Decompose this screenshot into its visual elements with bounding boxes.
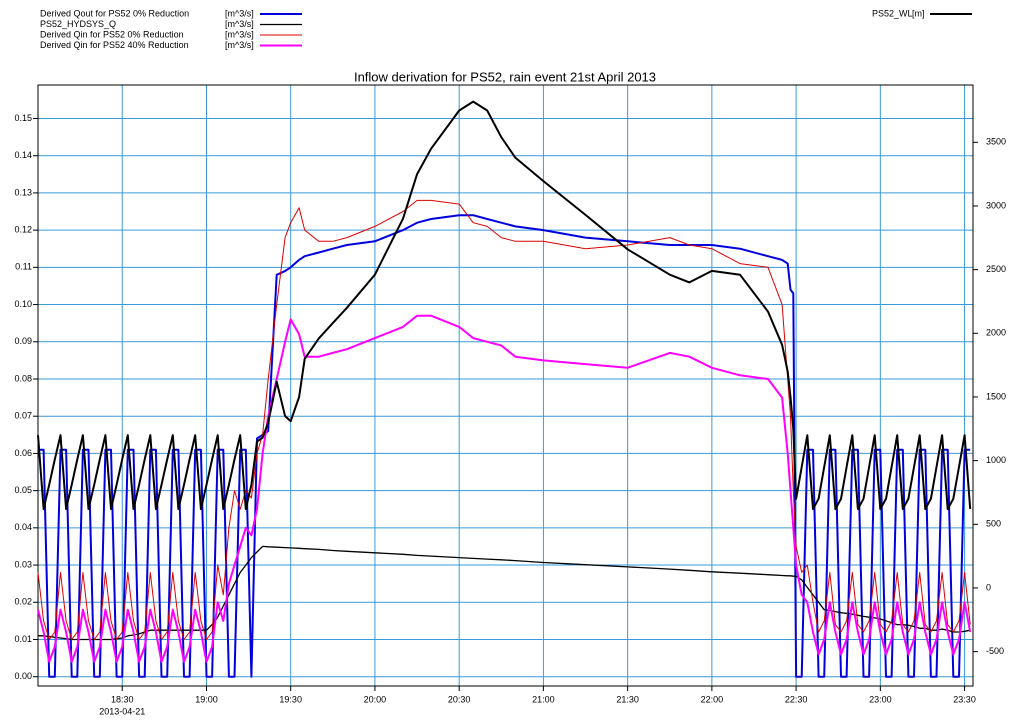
y-tick-label: 0.10: [14, 299, 32, 309]
y-tick-label: 0.09: [14, 336, 32, 346]
series-line: [37, 314, 972, 663]
x-tick-label: 18:30: [111, 694, 134, 704]
y2-tick-label: 0: [986, 582, 991, 592]
y2-tick-label: 1500: [986, 391, 1006, 401]
x-tick-label: 21:00: [532, 694, 555, 704]
y-tick-label: 0.00: [14, 671, 32, 681]
y2-tick-label: 3500: [986, 137, 1006, 147]
legend-label: Derived Qin for PS52 40% Reduction: [40, 40, 189, 50]
y2-tick-label: 3000: [986, 200, 1006, 210]
legend-label: Derived Qin for PS52 0% Reduction: [40, 29, 184, 39]
legend-label: PS52_WL: [872, 8, 913, 18]
y-tick-label: 0.03: [14, 559, 32, 569]
y-tick-label: 0.14: [14, 150, 32, 160]
y-tick-label: 0.05: [14, 485, 32, 495]
y2-tick-label: 2000: [986, 328, 1006, 338]
y-tick-label: 0.07: [14, 411, 32, 421]
y-tick-label: 0.08: [14, 373, 32, 383]
x-tick-label: 20:00: [364, 694, 387, 704]
y-tick-label: 0.01: [14, 634, 32, 644]
y-tick-label: 0.06: [14, 448, 32, 458]
y2-tick-label: 1000: [986, 455, 1006, 465]
series-line: [37, 199, 971, 640]
x-tick-label: 22:00: [701, 694, 724, 704]
legend-unit: [m^3/s]: [225, 29, 254, 39]
x-date-label: 2013-04-21: [99, 706, 145, 716]
y-tick-label: 0.02: [14, 597, 32, 607]
y-tick-label: 0.12: [14, 225, 32, 235]
series-line: [38, 545, 971, 641]
y-tick-label: 0.11: [15, 262, 32, 272]
series-line: [38, 214, 971, 678]
legend-label: PS52_HYDSYS_Q: [40, 19, 116, 29]
legend-unit: [m]: [912, 8, 925, 18]
x-tick-label: 23:00: [869, 694, 892, 704]
x-tick-label: 21:30: [616, 694, 639, 704]
legend-unit: [m^3/s]: [225, 8, 254, 18]
x-tick-label: 23:30: [953, 694, 976, 704]
y-tick-label: 0.04: [14, 522, 32, 532]
plot-frame: [37, 84, 974, 687]
x-tick-label: 19:30: [279, 694, 302, 704]
chart-title: Inflow derivation for PS52, rain event 2…: [354, 69, 656, 84]
y2-tick-label: 500: [986, 519, 1001, 529]
legend-unit: [m^3/s]: [225, 40, 254, 50]
y2-tick-label: -500: [986, 646, 1004, 656]
y-tick-label: 0.15: [14, 113, 32, 123]
legend-label: Derived Qout for PS52 0% Reduction: [40, 8, 189, 18]
series-line: [37, 100, 972, 510]
x-tick-label: 20:30: [448, 694, 471, 704]
y2-tick-label: 2500: [986, 264, 1006, 274]
legend-unit: [m^3/s]: [225, 19, 254, 29]
x-tick-label: 22:30: [785, 694, 808, 704]
y-tick-label: 0.13: [14, 187, 32, 197]
x-tick-label: 19:00: [195, 694, 218, 704]
